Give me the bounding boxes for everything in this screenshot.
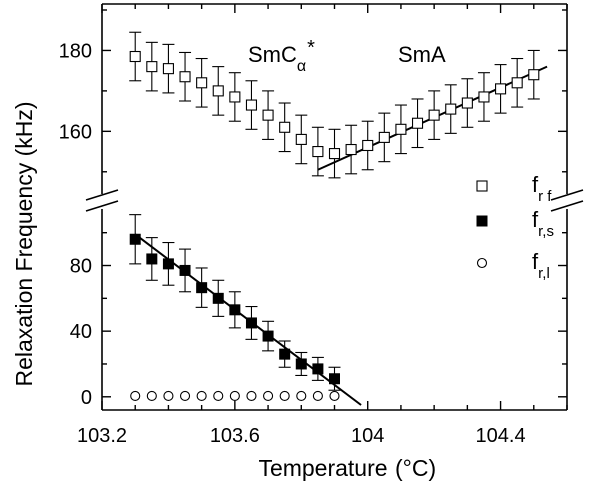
data-point-frl [279,390,290,402]
data-point-frs [295,358,307,370]
data-point-fr [328,148,341,160]
data-point-fr [162,63,174,75]
data-point-fr [411,117,424,129]
data-point-fr [395,123,407,135]
data-point-frl [130,390,141,402]
data-markers [129,50,540,402]
data-point-frs [229,304,241,316]
data-point-fr [229,91,241,103]
data-point-frs [196,282,208,294]
data-point-frs [262,330,274,342]
data-point-fr [511,77,523,89]
data-point-fr [478,91,490,103]
data-point-frs [245,317,257,329]
legend-label: fr f [532,172,552,205]
data-point-fr [428,109,440,121]
data-point-fr [461,97,473,109]
data-point-fr [495,83,507,95]
break-mark [550,200,584,212]
axis-ticks: 103.2 103.6 104 104.4 0 40 80 160 180 [59,4,568,447]
fit-lines [134,65,548,406]
data-point-frs [129,233,141,245]
x-tick-label: 104.4 [476,425,526,447]
data-point-frs [312,363,324,375]
legend-marker [476,257,488,269]
data-point-fr [279,121,291,133]
legend: fr ffr,s fr,l [476,172,554,282]
data-point-frl [246,390,257,402]
data-point-fr [245,99,258,111]
legend-marker [476,180,488,192]
y-tick-label: 160 [59,121,92,143]
phase-labels: SmCα* SmA [248,37,446,75]
y-tick-label: 180 [59,40,92,62]
legend-marker [476,215,488,227]
x-axis-title: Temperature [258,455,387,481]
data-point-frl [263,390,274,402]
break-mark [85,189,119,201]
data-point-fr [445,103,457,115]
data-point-fr [196,77,208,89]
data-point-fr [212,85,224,97]
data-point-fr [295,133,307,145]
y-axis-title: Relaxation Frequency (kHz) [11,101,37,386]
y-tick-label: 0 [81,387,92,409]
x-tick-label: 103.2 [77,425,127,447]
data-point-frl [196,390,207,402]
data-point-frl [163,390,174,402]
data-point-fr [179,71,191,83]
data-point-fr [312,146,324,158]
data-point-fr [528,69,540,81]
data-point-frl [312,390,323,402]
legend-label: fr,l [532,249,550,282]
data-point-frs [146,253,158,265]
data-point-frl [213,390,224,402]
phase-label: SmCα* [248,37,315,75]
data-point-fr [345,143,357,156]
data-point-frl [296,390,307,402]
axis-break-marks [85,189,584,212]
break-mark [85,200,119,212]
data-point-frl [229,390,240,402]
phase-label: SmA [398,42,446,67]
x-tick-label: 103.6 [210,425,260,447]
data-point-frs [329,373,340,385]
break-mark [550,189,584,201]
data-point-frs [279,348,291,360]
x-axis-unit: (°C) [395,455,436,481]
data-point-fr [129,50,141,63]
data-point-fr [362,139,374,152]
data-point-frs [179,264,191,276]
data-point-frs [212,292,224,304]
error-bars [129,31,540,391]
y-tick-label: 80 [70,256,92,278]
data-point-fr [262,109,274,121]
data-point-fr [378,131,390,143]
data-point-fr [146,61,158,73]
legend-label: fr,s [532,207,554,240]
data-point-frs [162,258,174,270]
data-point-frl [329,390,340,402]
y-tick-label: 40 [70,321,92,343]
data-point-frl [179,390,191,402]
data-point-frl [146,390,157,402]
x-tick-label: 104 [351,425,384,447]
